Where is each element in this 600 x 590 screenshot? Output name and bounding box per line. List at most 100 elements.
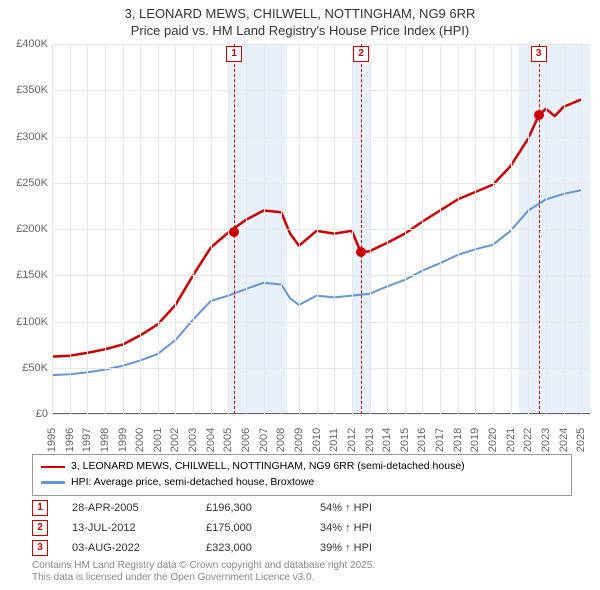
grid-line-v (299, 44, 300, 414)
grid-line-v (422, 44, 423, 414)
grid-line-v (475, 44, 476, 414)
grid-line-v (87, 44, 88, 414)
grid-line-v (158, 44, 159, 414)
grid-line-h (52, 137, 590, 138)
x-axis-label: 2013 (364, 428, 376, 452)
table-price: £323,000 (206, 542, 296, 554)
y-axis-label: £0 (36, 408, 48, 420)
legend-label-hpi: HPI: Average price, semi-detached house,… (71, 475, 314, 491)
x-axis-label: 2008 (275, 428, 287, 452)
x-axis-label: 2010 (311, 428, 323, 452)
marker-line (361, 44, 362, 414)
grid-line-v (387, 44, 388, 414)
grid-line-v (564, 44, 565, 414)
grid-line-h (52, 90, 590, 91)
x-axis-label: 2004 (205, 428, 217, 452)
x-axis-label: 2020 (487, 428, 499, 452)
x-axis-label: 2003 (187, 428, 199, 452)
table-date: 28-APR-2005 (72, 502, 182, 514)
grid-line-v (440, 44, 441, 414)
grid-line-h (52, 322, 590, 323)
grid-line-v (175, 44, 176, 414)
x-axis-label: 2016 (416, 428, 428, 452)
title-block: 3, LEONARD MEWS, CHILWELL, NOTTINGHAM, N… (0, 0, 600, 44)
x-axis-label: 2006 (240, 428, 252, 452)
legend-swatch-property (41, 466, 65, 469)
table-row: 213-JUL-2012£175,00034% ↑ HPI (32, 520, 420, 536)
x-axis-label: 1996 (64, 428, 76, 452)
grid-line-v (52, 44, 53, 414)
footer-line1: Contains HM Land Registry data © Crown c… (32, 560, 375, 572)
marker-dot (534, 110, 544, 120)
grid-line-h (52, 368, 590, 369)
grid-line-h (52, 44, 590, 45)
y-axis-label: £150K (16, 269, 48, 281)
x-axis-label: 1995 (46, 428, 58, 452)
grid-line-v (528, 44, 529, 414)
grid-line-v (317, 44, 318, 414)
x-axis-label: 2009 (293, 428, 305, 452)
table-marker-box: 3 (32, 540, 48, 556)
x-axis-label: 2019 (469, 428, 481, 452)
sales-table: 128-APR-2005£196,30054% ↑ HPI213-JUL-201… (32, 496, 420, 560)
marker-dot (356, 247, 366, 257)
x-axis-label: 2025 (575, 428, 587, 452)
marker-dot (229, 227, 239, 237)
y-axis-label: £350K (16, 84, 48, 96)
footer-attribution: Contains HM Land Registry data © Crown c… (32, 560, 375, 584)
grid-line-h (52, 275, 590, 276)
x-axis-label: 2005 (222, 428, 234, 452)
table-price: £175,000 (206, 522, 296, 534)
grid-line-h (52, 414, 590, 415)
title-line1: 3, LEONARD MEWS, CHILWELL, NOTTINGHAM, N… (0, 6, 600, 23)
table-row: 128-APR-2005£196,30054% ↑ HPI (32, 500, 420, 516)
legend-row-property: 3, LEONARD MEWS, CHILWELL, NOTTINGHAM, N… (41, 459, 563, 475)
grid-line-v (281, 44, 282, 414)
y-axis-label: £300K (16, 131, 48, 143)
x-axis-label: 2021 (505, 428, 517, 452)
table-row: 303-AUG-2022£323,00039% ↑ HPI (32, 540, 420, 556)
marker-box: 1 (226, 46, 242, 62)
chart-container: 3, LEONARD MEWS, CHILWELL, NOTTINGHAM, N… (0, 0, 600, 590)
x-axis-label: 2002 (169, 428, 181, 452)
x-axis-label: 1997 (81, 428, 93, 452)
x-axis-label: 2017 (434, 428, 446, 452)
grid-line-v (546, 44, 547, 414)
marker-box: 2 (353, 46, 369, 62)
grid-line-v (211, 44, 212, 414)
grid-line-v (511, 44, 512, 414)
y-axis-label: £400K (16, 38, 48, 50)
grid-line-v (334, 44, 335, 414)
grid-line-v (193, 44, 194, 414)
x-axis-label: 1999 (117, 428, 129, 452)
grid-line-v (246, 44, 247, 414)
x-axis-label: 2007 (258, 428, 270, 452)
table-marker-box: 1 (32, 500, 48, 516)
footer-line2: This data is licensed under the Open Gov… (32, 572, 375, 584)
x-axis-label: 2000 (134, 428, 146, 452)
table-marker-box: 2 (32, 520, 48, 536)
x-axis-label: 2023 (540, 428, 552, 452)
grid-line-v (405, 44, 406, 414)
y-axis-label: £50K (22, 362, 48, 374)
grid-line-h (52, 229, 590, 230)
table-diff: 34% ↑ HPI (320, 522, 420, 534)
x-axis-label: 2011 (328, 428, 340, 452)
chart-plot-area: £0£50K£100K£150K£200K£250K£300K£350K£400… (52, 44, 590, 414)
legend-label-property: 3, LEONARD MEWS, CHILWELL, NOTTINGHAM, N… (71, 459, 465, 475)
grid-line-v (70, 44, 71, 414)
title-line2: Price paid vs. HM Land Registry's House … (0, 23, 600, 40)
grid-line-v (264, 44, 265, 414)
legend-row-hpi: HPI: Average price, semi-detached house,… (41, 475, 563, 491)
x-axis-label: 2015 (399, 428, 411, 452)
marker-box: 3 (531, 46, 547, 62)
table-price: £196,300 (206, 502, 296, 514)
y-axis-label: £250K (16, 177, 48, 189)
marker-line (539, 44, 540, 414)
grid-line-v (370, 44, 371, 414)
grid-line-v (105, 44, 106, 414)
y-axis-label: £100K (16, 316, 48, 328)
x-axis-label: 2022 (522, 428, 534, 452)
grid-line-v (123, 44, 124, 414)
x-axis-label: 2024 (558, 428, 570, 452)
